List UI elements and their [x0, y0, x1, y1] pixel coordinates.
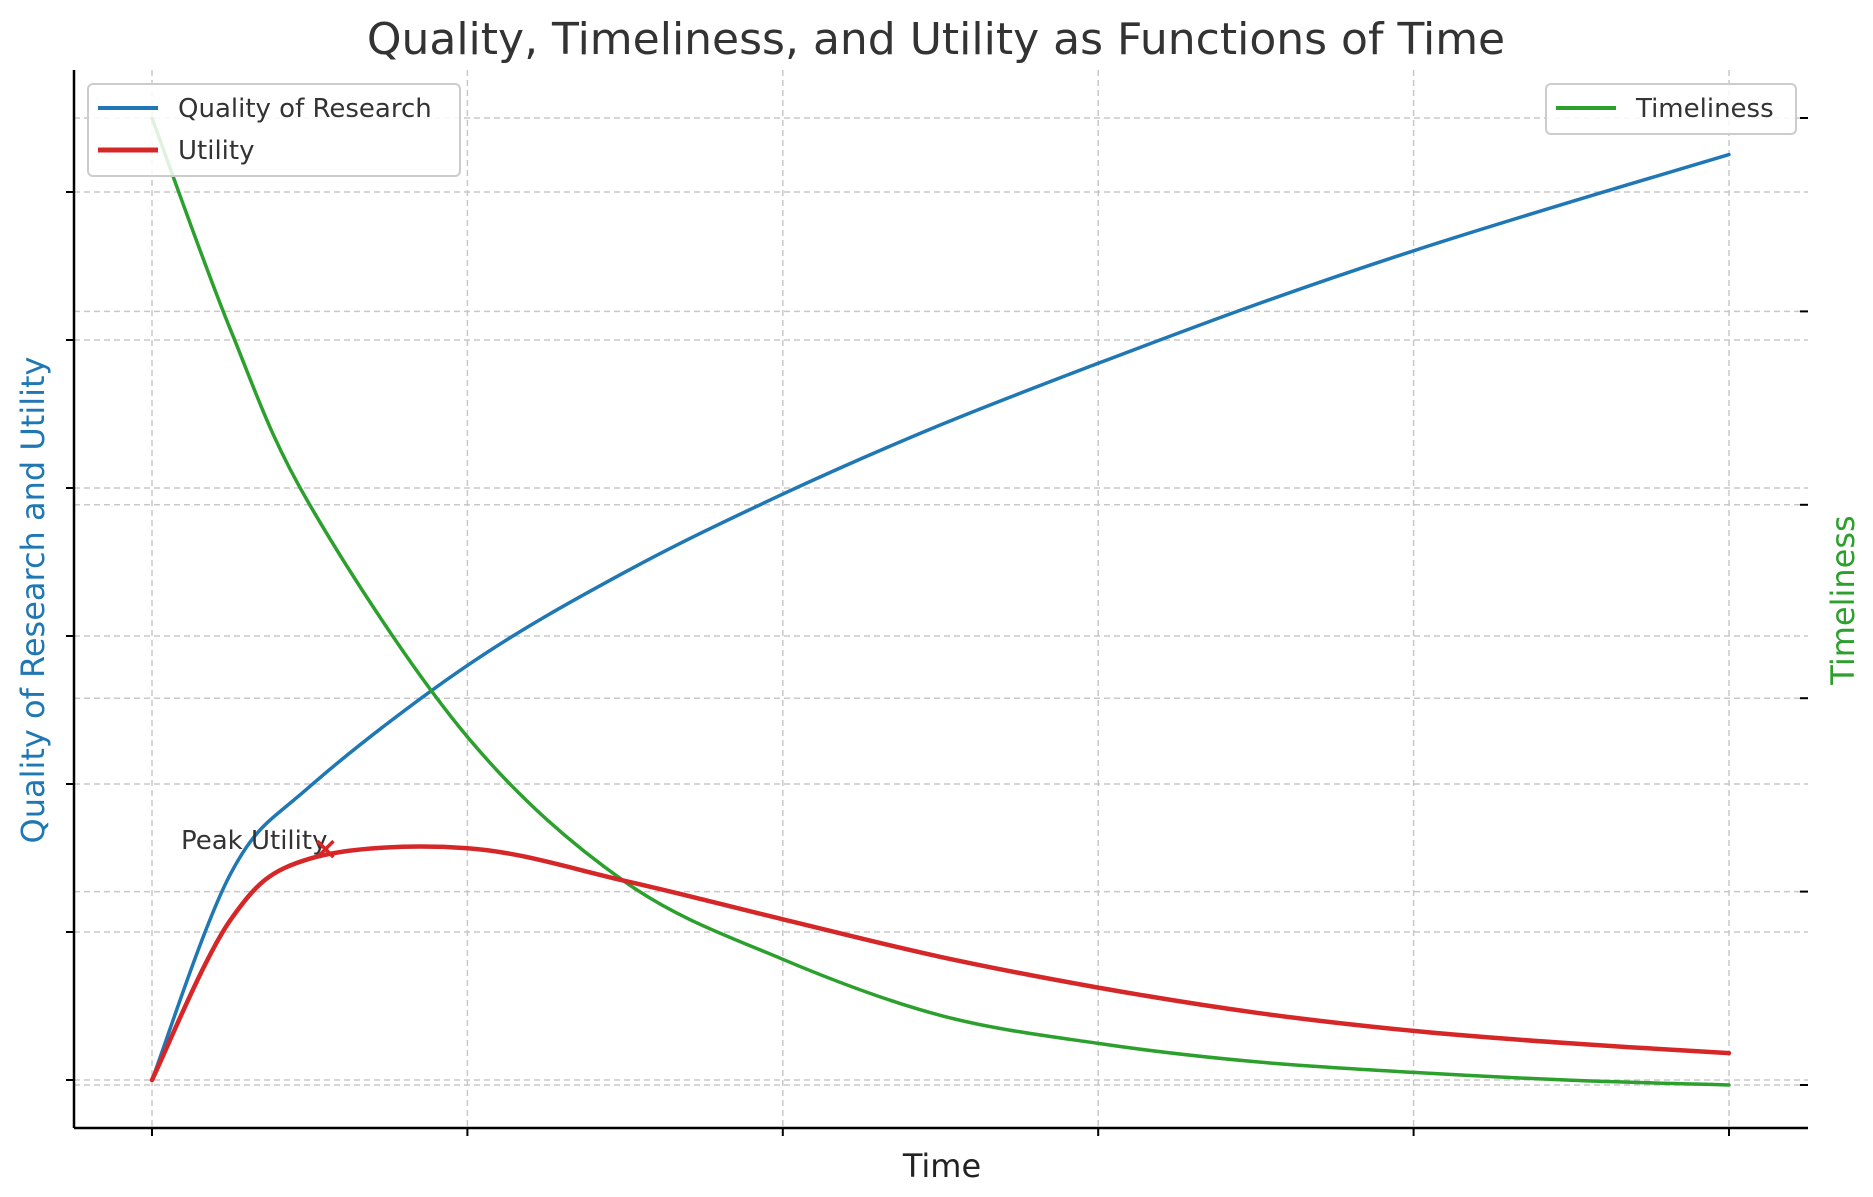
grid	[74, 70, 1808, 1128]
peak-utility-marker	[316, 839, 335, 859]
chart-title: Quality, Timeliness, and Utility as Func…	[367, 14, 1505, 65]
series-lines	[149, 116, 1732, 1087]
utility-line	[149, 844, 1732, 1083]
legend-right: Timeliness	[1545, 83, 1797, 135]
y-axis-label-right: Timeliness	[1824, 515, 1862, 685]
peak-utility-label: Peak Utility	[181, 826, 327, 856]
legend-timeliness-label: Timeliness	[1635, 94, 1774, 124]
timeliness-line	[150, 116, 1731, 1087]
x-axis-label: Time	[902, 1147, 981, 1185]
legend-left: Quality of Research Utility	[87, 83, 461, 177]
legend-left-box	[87, 83, 461, 177]
y-axis-label-left: Quality of Research and Utility	[14, 357, 52, 844]
quality-of-research-line	[150, 152, 1731, 1082]
axes	[72, 70, 1808, 1130]
ticks	[66, 117, 1808, 1136]
legend-quality-label: Quality of Research	[178, 94, 432, 124]
legend-right-box	[1545, 83, 1797, 135]
annotation: Peak Utility	[181, 826, 335, 859]
legend-utility-label: Utility	[178, 136, 254, 166]
